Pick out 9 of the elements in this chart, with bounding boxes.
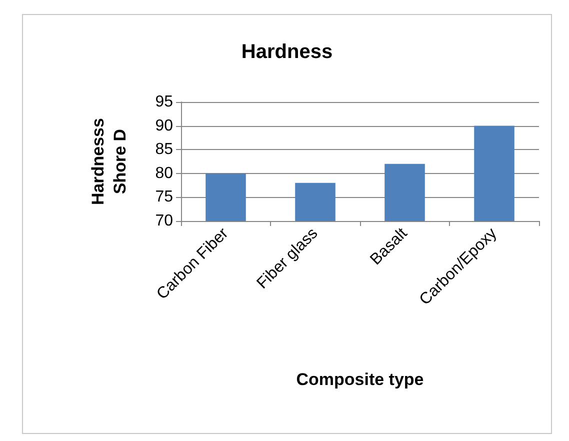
y-tick-label: 80: [155, 164, 174, 182]
y-tick-label: 70: [155, 212, 174, 230]
y-tick-label: 75: [155, 188, 174, 206]
y-tick-label: 90: [155, 117, 174, 134]
chart-title: Hardness: [241, 41, 333, 63]
y-tick-label: 95: [155, 94, 174, 110]
y-tick-label: 85: [155, 141, 174, 158]
x-axis-title: Composite type: [296, 370, 424, 389]
y-axis-title: Hardnesss Shore D: [88, 118, 130, 205]
